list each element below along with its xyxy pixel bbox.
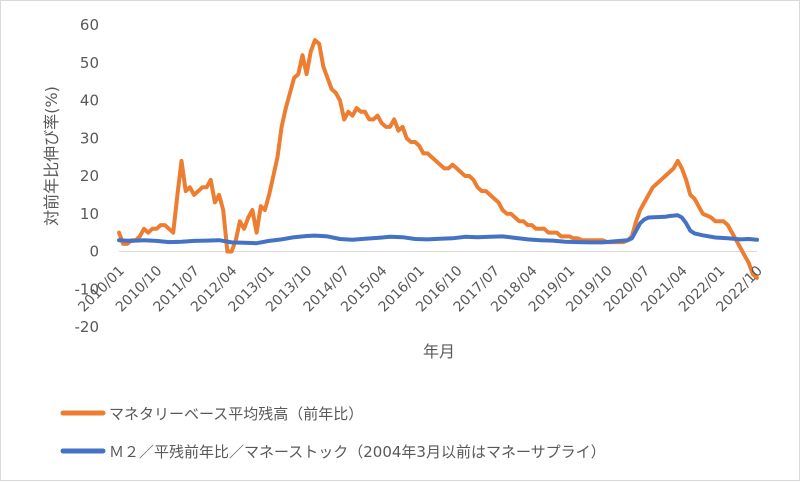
legend-label-monetary-base: マネタリーベース平均残高（前年比） [109,405,363,423]
series-line-m2 [117,213,759,246]
legend-label-m2: Ｍ２／平残前年比／マネーストック（2004年3月以前はマネーサプライ） [109,443,606,461]
y-tick-label: 30 [80,129,99,147]
x-axis-title: 年月 [423,342,455,361]
y-tick-label: 10 [80,205,99,223]
y-axis-title: 対前年比伸び率(%) [42,86,61,226]
y-tick-label: 40 [80,92,99,110]
y-tick-label: 60 [80,16,99,34]
y-tick-label: 0 [89,243,99,261]
y-tick-label: 50 [80,54,99,72]
y-tick-label: -10 [75,280,100,298]
y-tick-label: -20 [75,318,100,336]
series-line-monetary-base [117,38,759,280]
legend: マネタリーベース平均残高（前年比） Ｍ２／平残前年比／マネーストック（2004年… [60,405,606,461]
y-tick-label: 20 [80,167,99,185]
